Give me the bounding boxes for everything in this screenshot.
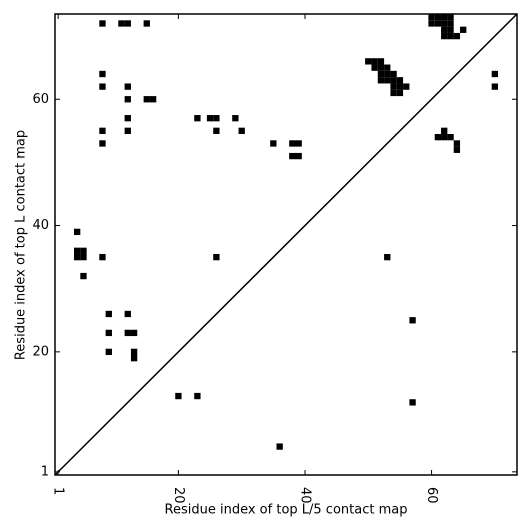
contact-cell	[270, 140, 277, 147]
contact-cell	[409, 399, 416, 406]
contact-cell	[80, 272, 87, 280]
y-tick-label: 40	[32, 218, 49, 233]
contact-cell	[441, 14, 448, 21]
contact-cell	[80, 253, 87, 261]
y-tick-label: 60	[32, 92, 49, 107]
contact-cell	[441, 26, 448, 33]
contact-cell	[295, 140, 302, 147]
contact-cell	[434, 20, 442, 27]
contact-cell	[453, 146, 461, 153]
contact-cell	[105, 348, 112, 356]
contact-cell	[491, 83, 499, 90]
contact-cell	[206, 115, 214, 122]
contact-cell	[371, 64, 378, 71]
x-tick-label: 1	[51, 487, 66, 495]
contact-cell	[73, 247, 81, 254]
plot-frame	[54, 13, 518, 476]
contact-cell	[453, 32, 461, 40]
contact-cell	[276, 443, 283, 450]
contact-cell	[384, 77, 391, 84]
contact-cell	[130, 355, 138, 362]
contact-cell	[434, 133, 442, 141]
contact-cell	[441, 20, 448, 27]
contact-cell	[149, 96, 157, 103]
contact-cell	[73, 228, 81, 236]
contact-cell	[390, 83, 397, 90]
contact-cell	[194, 115, 201, 122]
contact-cell	[232, 115, 239, 122]
contact-cell	[460, 26, 467, 33]
contact-cell	[441, 133, 448, 141]
y-tick-label: 20	[32, 344, 49, 359]
diagonal-line	[54, 13, 518, 476]
contact-cell	[238, 127, 245, 134]
contact-cell	[396, 89, 404, 97]
contact-cell	[390, 89, 397, 97]
contact-cell	[396, 77, 404, 84]
contact-cell	[384, 64, 391, 71]
contact-cell	[428, 20, 435, 27]
contact-cell	[105, 310, 112, 318]
x-tick-label: 60	[424, 487, 439, 504]
contact-cell	[194, 392, 201, 400]
contact-cell	[384, 70, 391, 78]
contact-cell	[447, 14, 454, 21]
contact-cell	[371, 58, 378, 65]
contact-cell	[99, 70, 106, 78]
contact-cell	[447, 32, 454, 40]
contact-cell	[213, 253, 220, 261]
contact-cell	[289, 140, 296, 147]
contact-cell	[390, 70, 397, 78]
contact-cell	[491, 70, 499, 78]
contact-cell	[118, 20, 125, 27]
contact-cell	[365, 58, 372, 65]
contact-cell	[143, 96, 150, 103]
contact-cell	[441, 32, 448, 40]
contact-cell	[213, 127, 220, 134]
contact-cell	[377, 58, 385, 65]
y-tick-label: 1	[41, 464, 49, 479]
contact-cell	[99, 253, 106, 261]
contact-cell	[124, 83, 131, 90]
contact-cell	[80, 247, 87, 254]
contact-cell	[396, 83, 404, 90]
x-tick-label: 20	[171, 487, 186, 504]
contact-cell	[130, 348, 138, 356]
contact-cell	[99, 20, 106, 27]
contact-cell	[377, 70, 385, 78]
contact-cell	[390, 77, 397, 84]
contact-cell	[105, 329, 112, 337]
contact-cell	[295, 152, 302, 160]
contact-cell	[447, 20, 454, 27]
contact-cell	[124, 20, 131, 27]
contact-cell	[434, 14, 442, 21]
contact-cell	[124, 96, 131, 103]
contact-cell	[73, 253, 81, 261]
contact-cell	[99, 127, 106, 134]
contact-cell	[130, 329, 138, 337]
contact-cell	[124, 329, 131, 337]
contact-cell	[377, 64, 385, 71]
contact-cell	[409, 317, 416, 324]
contact-cell	[453, 140, 461, 147]
contact-cell	[447, 133, 454, 141]
contact-cell	[143, 20, 150, 27]
contact-cell	[124, 127, 131, 134]
contact-cell	[289, 152, 296, 160]
x-tick-label: 40	[297, 487, 312, 504]
contact-cell	[124, 115, 131, 122]
contact-cell	[213, 115, 220, 122]
contact-cell	[124, 310, 131, 318]
contact-cell	[441, 127, 448, 134]
x-axis-label: Residue index of top L/5 contact map	[165, 503, 408, 518]
contact-cell	[99, 83, 106, 90]
contact-cell	[99, 140, 106, 147]
contact-cell	[384, 253, 391, 261]
contact-cell	[403, 83, 410, 90]
contact-cell	[377, 77, 385, 84]
contact-cell	[175, 392, 182, 400]
y-axis-label: Residue index of top L contact map	[14, 130, 29, 360]
contact-cell	[447, 26, 454, 33]
